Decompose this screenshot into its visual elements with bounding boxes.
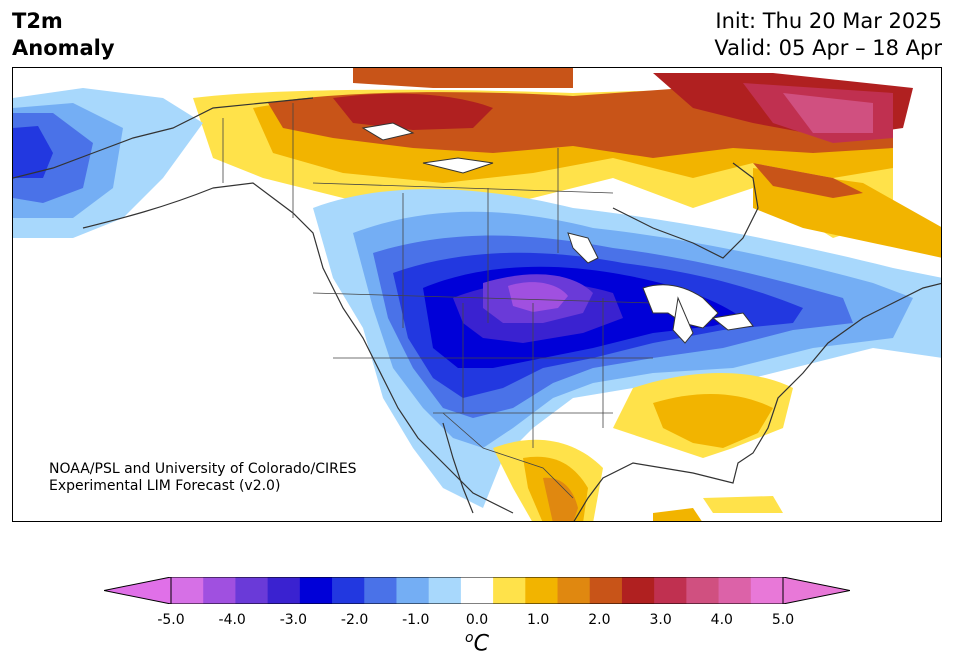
colorbar-bin xyxy=(332,577,365,604)
coastlines xyxy=(13,97,941,521)
colorbar-tick-label: -2.0 xyxy=(340,612,369,628)
lakes xyxy=(361,122,754,344)
colorbar-bins xyxy=(171,577,784,604)
alaska-cold-anomaly xyxy=(13,88,203,238)
colorbar-tick-label: 2.0 xyxy=(588,612,611,628)
colorbar-bin xyxy=(171,577,204,604)
colorbar-bin xyxy=(428,577,462,604)
colorbar-bin xyxy=(589,577,623,604)
unit-degree: o xyxy=(465,630,474,646)
colorbar-bin xyxy=(654,577,687,604)
colorbar-bin xyxy=(493,577,526,604)
credit-line-2: Experimental LIM Forecast (v2.0) xyxy=(49,478,281,494)
colorbar-unit: oC xyxy=(465,630,489,656)
init-date: Init: Thu 20 Mar 2025 xyxy=(715,9,942,33)
colorbar-tick-label: 1.0 xyxy=(527,612,550,628)
colorbar-bin xyxy=(686,577,720,604)
colorbar-tick-label: -5.0 xyxy=(157,612,185,628)
colorbar-tick-label: -4.0 xyxy=(218,612,246,628)
colorbar-bin xyxy=(750,577,784,604)
political-borders xyxy=(222,103,654,499)
colorbar-bin xyxy=(525,577,559,604)
colorbar-bin xyxy=(203,577,236,604)
colorbar-tick-label: 4.0 xyxy=(710,612,733,628)
colorbar-tick-label: -3.0 xyxy=(279,612,308,628)
colorbar-tick-label: 0.0 xyxy=(465,612,489,628)
map-panel xyxy=(12,67,942,522)
field-title: Anomaly xyxy=(12,36,115,60)
central-cold-anomaly xyxy=(313,189,941,508)
credit-line-1: NOAA/PSL and University of Colorado/CIRE… xyxy=(49,461,357,477)
valid-period: Valid: 05 Apr – 18 Apr xyxy=(714,36,942,60)
colorbar-tick-label: -1.0 xyxy=(402,612,430,628)
credit-text: NOAA/PSL and University of Colorado/CIRE… xyxy=(49,461,357,495)
variable-title: T2m xyxy=(12,9,63,33)
colorbar-bin xyxy=(235,577,269,604)
colorbar-bin xyxy=(267,577,301,604)
unit-letter: C xyxy=(473,631,489,657)
colorbar-under-triangle xyxy=(104,577,172,604)
title-left: T2m Anomaly xyxy=(12,8,115,62)
colorbar-bin xyxy=(557,577,591,604)
anomaly-map xyxy=(13,68,941,521)
colorbar-bin xyxy=(621,577,655,604)
colorbar-bin xyxy=(718,577,752,604)
colorbar-tick-label: 5.0 xyxy=(771,612,795,628)
colorbar-bin xyxy=(299,577,333,604)
colorbar-tick-label: 3.0 xyxy=(649,612,672,628)
colorbar-over-triangle xyxy=(782,577,850,604)
colorbar-bin xyxy=(364,577,397,604)
colorbar xyxy=(104,577,850,604)
colorbar-bin xyxy=(396,577,430,604)
colorbar-bin xyxy=(460,577,494,604)
colorbar-outline xyxy=(170,577,784,604)
title-right: Init: Thu 20 Mar 2025 Valid: 05 Apr – 18… xyxy=(714,8,942,62)
